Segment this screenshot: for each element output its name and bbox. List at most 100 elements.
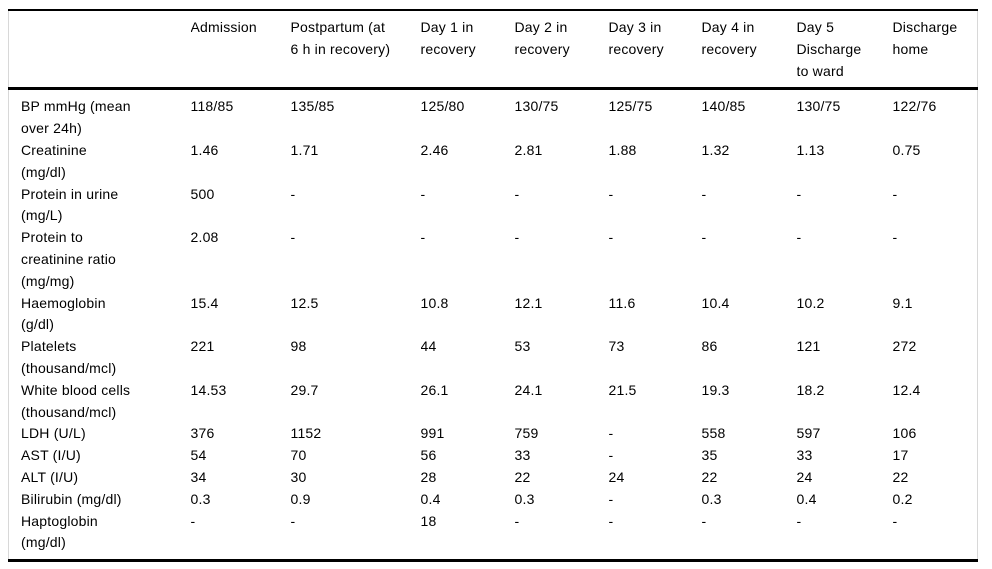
value-cell: - [796, 512, 802, 529]
value-cell: - [290, 512, 296, 529]
value-cell: 135/85 [290, 98, 335, 115]
table-body: BP mmHg (mean over 24h) 118/85 135/85 125/8… [9, 89, 978, 561]
column-header: Discharge home [892, 10, 978, 91]
value-cell: 1.71 [290, 141, 319, 158]
value-cell: 1.32 [701, 141, 730, 158]
value-cell: 759 [514, 425, 539, 442]
table-row: BP mmHg (mean over 24h) 118/85 135/85 125/8… [9, 89, 978, 140]
value-cell: 10.8 [420, 294, 449, 311]
table-row: AST (I/U) 54 70 56 33 - 35 33 17 [9, 445, 978, 467]
value-cell: - [608, 447, 614, 464]
value-cell: 2.46 [420, 141, 449, 158]
value-cell: 221 [190, 338, 215, 355]
value-cell: - [608, 490, 614, 507]
value-cell: 1.46 [190, 141, 219, 158]
value-cell: 54 [190, 447, 207, 464]
value-cell: 17 [892, 447, 909, 464]
value-cell: 14.53 [190, 381, 227, 398]
row-label: Haemoglobin (g/dl) [21, 294, 106, 333]
column-header: Day 5 Discharge to ward [796, 10, 893, 91]
value-cell: 125/75 [608, 98, 653, 115]
value-cell: - [892, 512, 898, 529]
value-cell: 1152 [290, 425, 322, 442]
value-cell: 10.2 [796, 294, 825, 311]
column-header: Admission [190, 10, 291, 91]
value-cell: 1.13 [796, 141, 825, 158]
value-cell: 118/85 [190, 98, 234, 115]
value-cell: 125/80 [420, 98, 465, 115]
value-cell: 2.81 [514, 141, 543, 158]
value-cell: 0.75 [892, 141, 921, 158]
row-label: Bilirubin (mg/dl) [21, 490, 122, 507]
value-cell: - [190, 512, 196, 529]
row-label: ALT (I/U) [21, 468, 79, 485]
value-cell: 24 [608, 468, 625, 485]
value-cell: 22 [701, 468, 718, 485]
value-cell: 29.7 [290, 381, 319, 398]
value-cell: - [796, 185, 802, 202]
column-header: Postpartum (at 6 h in recovery) [290, 10, 421, 91]
value-cell: 0.3 [190, 490, 211, 507]
value-cell: 0.4 [420, 490, 441, 507]
value-cell: - [701, 185, 707, 202]
value-cell: 1.88 [608, 141, 637, 158]
value-cell: 98 [290, 338, 307, 355]
value-cell: 121 [796, 338, 821, 355]
table-row: Protein in urine (mg/L) 500 - - - - - - - [9, 184, 978, 228]
value-cell: 56 [420, 447, 437, 464]
row-label: Protein in urine (mg/L) [21, 185, 119, 224]
table-row: Creatinine (mg/dl) 1.46 1.71 2.46 2.81 1.88 1.… [9, 140, 978, 184]
value-cell: - [514, 512, 520, 529]
value-cell: 12.1 [514, 294, 543, 311]
value-cell: 0.3 [514, 490, 535, 507]
value-cell: 33 [796, 447, 813, 464]
value-cell: 597 [796, 425, 821, 442]
table-row: White blood cells (thousand/mcl) 14.53 29.… [9, 380, 978, 424]
table-row: ALT (I/U) 34 30 28 22 24 22 24 22 [9, 467, 978, 489]
column-header: Day 1 in recovery [420, 10, 515, 91]
value-cell: 24 [796, 468, 813, 485]
value-cell: 106 [892, 425, 917, 442]
value-cell: 10.4 [701, 294, 730, 311]
value-cell: 122/76 [892, 98, 937, 115]
value-cell: 70 [290, 447, 307, 464]
value-cell: - [514, 185, 520, 202]
value-cell: - [608, 185, 614, 202]
value-cell: - [701, 512, 707, 529]
row-label: AST (I/U) [21, 447, 81, 464]
table-row: Platelets (thousand/mcl) 221 98 44 53 73 86 121… [9, 336, 978, 380]
value-cell: 991 [420, 425, 445, 442]
value-cell: 19.3 [701, 381, 730, 398]
value-cell: 12.4 [892, 381, 921, 398]
value-cell: 21.5 [608, 381, 637, 398]
table-row: Haptoglobin (mg/dl) - - 18 - - - - - [9, 511, 978, 561]
value-cell: 558 [701, 425, 726, 442]
value-cell: 0.2 [892, 490, 913, 507]
table-row: Bilirubin (mg/dl) 0.3 0.9 0.4 0.3 - 0.3 0.4 0.2 [9, 489, 978, 511]
value-cell: - [892, 229, 898, 246]
value-cell: - [290, 185, 296, 202]
value-cell: 53 [514, 338, 531, 355]
value-cell: 86 [701, 338, 718, 355]
value-cell: - [420, 229, 426, 246]
value-cell: 24.1 [514, 381, 543, 398]
value-cell: 22 [892, 468, 909, 485]
value-cell: 11.6 [608, 294, 636, 311]
value-cell: - [290, 229, 296, 246]
value-cell: 130/75 [514, 98, 559, 115]
value-cell: 44 [420, 338, 437, 355]
value-cell: 18.2 [796, 381, 825, 398]
value-cell: 33 [514, 447, 531, 464]
value-cell: 0.3 [701, 490, 722, 507]
row-label: BP mmHg (mean over 24h) [21, 98, 131, 137]
row-label: Protein to creatinine ratio (mg/mg) [21, 229, 117, 289]
column-header: Day 3 in recovery [608, 10, 702, 91]
value-cell: 15.4 [190, 294, 219, 311]
row-label: Creatinine (mg/dl) [21, 141, 87, 180]
value-cell: 35 [701, 447, 718, 464]
value-cell: 30 [290, 468, 307, 485]
value-cell: 26.1 [420, 381, 449, 398]
column-header: Day 4 in recovery [701, 10, 797, 91]
value-cell: 12.5 [290, 294, 319, 311]
